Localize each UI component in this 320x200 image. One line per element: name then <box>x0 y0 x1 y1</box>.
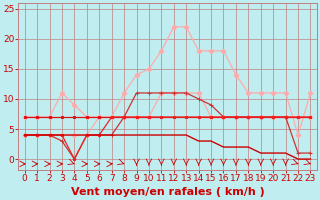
X-axis label: Vent moyen/en rafales ( km/h ): Vent moyen/en rafales ( km/h ) <box>71 187 264 197</box>
